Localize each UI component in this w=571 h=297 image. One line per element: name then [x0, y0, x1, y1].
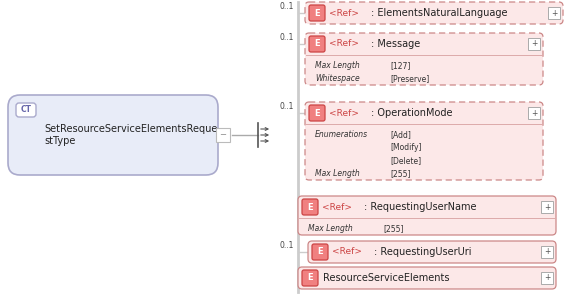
- Text: : Message: : Message: [371, 39, 420, 49]
- Text: <Ref>: <Ref>: [329, 108, 359, 118]
- FancyBboxPatch shape: [302, 199, 318, 215]
- FancyBboxPatch shape: [298, 196, 556, 235]
- FancyBboxPatch shape: [309, 105, 325, 121]
- Bar: [216, 128, 230, 142]
- Bar: [541, 246, 553, 258]
- FancyBboxPatch shape: [305, 2, 563, 24]
- FancyBboxPatch shape: [305, 102, 543, 180]
- Text: 0..1: 0..1: [280, 241, 295, 250]
- Text: +: +: [531, 108, 537, 118]
- Text: [255]: [255]: [383, 224, 404, 233]
- Bar: [541, 201, 553, 213]
- Text: E: E: [307, 203, 313, 211]
- FancyBboxPatch shape: [305, 33, 543, 85]
- Text: : ElementsNaturalLanguage: : ElementsNaturalLanguage: [371, 8, 508, 18]
- Text: [255]: [255]: [390, 169, 411, 178]
- Text: <Ref>: <Ref>: [329, 40, 359, 48]
- Text: 0..1: 0..1: [280, 2, 295, 11]
- Bar: [548, 7, 560, 19]
- FancyBboxPatch shape: [312, 244, 328, 260]
- Bar: [528, 107, 540, 119]
- Text: +: +: [544, 274, 550, 282]
- Text: +: +: [544, 203, 550, 211]
- FancyBboxPatch shape: [308, 241, 556, 263]
- Text: [Delete]: [Delete]: [390, 156, 421, 165]
- Text: <Ref>: <Ref>: [332, 247, 362, 257]
- Text: E: E: [314, 40, 320, 48]
- Text: <Ref>: <Ref>: [329, 9, 359, 18]
- Text: : RequestingUserUri: : RequestingUserUri: [374, 247, 472, 257]
- Text: CT: CT: [21, 105, 31, 115]
- Text: Max Length: Max Length: [315, 61, 360, 70]
- Text: Enumerations: Enumerations: [315, 130, 368, 139]
- Text: +: +: [531, 40, 537, 48]
- Text: E: E: [307, 274, 313, 282]
- Text: [127]: [127]: [390, 61, 411, 70]
- Text: E: E: [314, 9, 320, 18]
- Text: Max Length: Max Length: [315, 169, 360, 178]
- FancyBboxPatch shape: [309, 5, 325, 21]
- Text: Whitespace: Whitespace: [315, 74, 360, 83]
- Text: Max Length: Max Length: [308, 224, 353, 233]
- FancyBboxPatch shape: [8, 95, 218, 175]
- Text: : RequestingUserName: : RequestingUserName: [364, 202, 477, 212]
- Text: [Preserve]: [Preserve]: [390, 74, 429, 83]
- Text: E: E: [317, 247, 323, 257]
- FancyBboxPatch shape: [16, 103, 36, 117]
- FancyBboxPatch shape: [309, 36, 325, 52]
- Text: ResourceServiceElements: ResourceServiceElements: [323, 273, 449, 283]
- Text: <Ref>: <Ref>: [322, 203, 352, 211]
- Bar: [528, 38, 540, 50]
- Text: +: +: [551, 9, 557, 18]
- Bar: [541, 272, 553, 284]
- Text: −: −: [219, 130, 227, 140]
- Text: E: E: [314, 108, 320, 118]
- Text: [Modify]: [Modify]: [390, 143, 421, 152]
- Text: +: +: [544, 247, 550, 257]
- Text: SetResourceServiceElementsReque
stType: SetResourceServiceElementsReque stType: [44, 124, 218, 146]
- Text: 0..1: 0..1: [280, 102, 295, 111]
- Text: 0..1: 0..1: [280, 33, 295, 42]
- Text: [Add]: [Add]: [390, 130, 411, 139]
- Text: : OperationMode: : OperationMode: [371, 108, 452, 118]
- FancyBboxPatch shape: [302, 270, 318, 286]
- FancyBboxPatch shape: [298, 267, 556, 289]
